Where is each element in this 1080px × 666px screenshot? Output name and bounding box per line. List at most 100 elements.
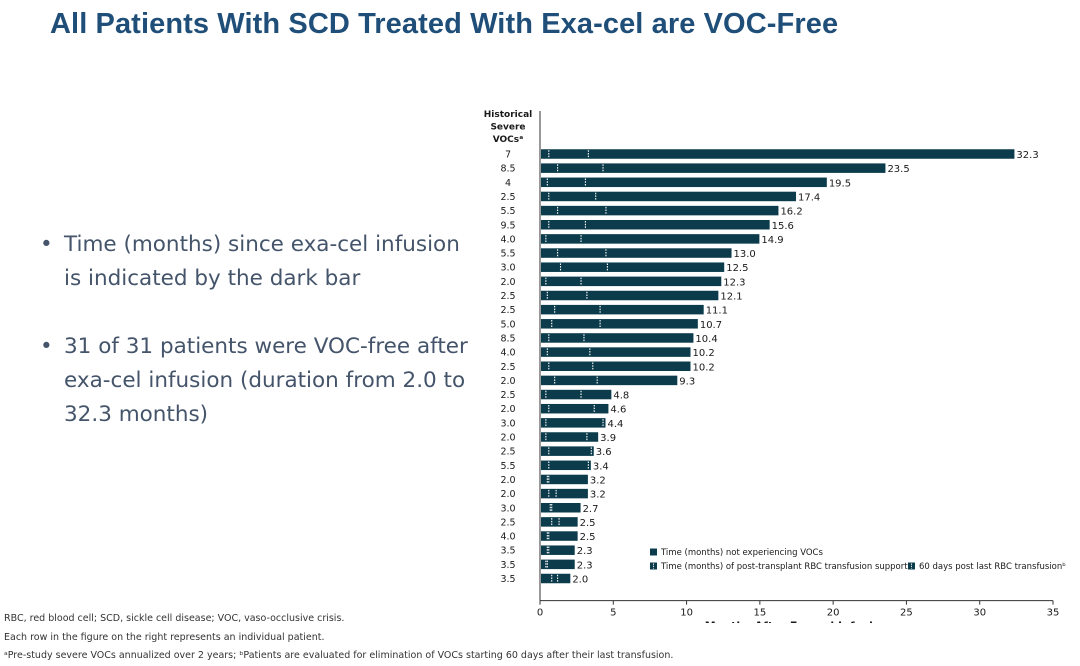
patient-bar <box>541 205 779 216</box>
bar-value-label: 3.6 <box>596 447 612 458</box>
row-header-label: Severe <box>490 123 525 133</box>
legend-swatch-bar <box>650 548 657 556</box>
patient-bar <box>541 375 678 386</box>
historical-voc-label: 2.5 <box>500 447 515 458</box>
historical-voc-label: 8.5 <box>500 164 515 175</box>
patient-bar <box>541 559 575 570</box>
historical-voc-label: 5.0 <box>500 319 515 330</box>
patient-bar <box>541 361 691 371</box>
patient-bar <box>541 220 770 230</box>
patient-bar <box>541 319 698 329</box>
bar-value-label: 2.5 <box>580 532 596 543</box>
historical-voc-label: 2.0 <box>500 277 515 288</box>
patient-bar <box>541 531 578 541</box>
x-tick-label: 10 <box>680 608 693 619</box>
x-tick-label: 20 <box>827 608 840 619</box>
bar-value-label: 10.7 <box>700 320 722 331</box>
patient-bar <box>541 488 588 499</box>
historical-voc-label: 3.0 <box>500 418 515 429</box>
legend-label-transfusion: Time (months) of post-transplant RBC tra… <box>660 562 908 572</box>
legend-label-voc-free: Time (months) not experiencing VOCs <box>660 548 823 558</box>
bullet-item: • 31 of 31 patients were VOC-free after … <box>40 330 480 432</box>
bar-value-label: 2.3 <box>577 546 593 557</box>
patient-bar <box>541 149 1015 159</box>
bar-value-label: 12.1 <box>720 292 742 303</box>
patient-bar <box>541 248 732 258</box>
bar-value-label: 3.2 <box>590 475 606 486</box>
footnotes: RBC, red blood cell; SCD, sickle cell di… <box>4 610 673 666</box>
patient-bar <box>541 304 704 315</box>
bar-value-label: 2.0 <box>572 575 588 586</box>
footnote-abbreviations: RBC, red blood cell; SCD, sickle cell di… <box>4 613 345 624</box>
legend-label-60-days: 60 days post last RBC transfusionᵇ <box>919 562 1066 572</box>
historical-voc-label: 9.5 <box>500 220 515 231</box>
patient-bar <box>541 290 719 301</box>
bar-value-label: 4.4 <box>607 419 623 430</box>
bullet-dot: • <box>40 232 53 257</box>
historical-voc-label: 4.0 <box>500 234 515 245</box>
footnote-rows: Each row in the figure on the right repr… <box>4 631 325 643</box>
page-title: All Patients With SCD Treated With Exa-c… <box>50 8 839 40</box>
bullet-item: • Time (months) since exa-cel infusion i… <box>40 228 480 296</box>
bar-value-label: 12.5 <box>726 263 748 274</box>
bar-value-label: 17.4 <box>798 192 820 203</box>
bar-value-label: 2.3 <box>577 560 593 571</box>
row-header-label: VOCsᵃ <box>493 135 524 145</box>
historical-voc-label: 2.5 <box>500 192 515 203</box>
x-tick-label: 30 <box>973 608 986 619</box>
row-header-label: Historical <box>484 110 532 120</box>
patient-bar <box>541 446 594 456</box>
patient-bar <box>541 573 571 584</box>
historical-voc-label: 4.0 <box>500 532 515 543</box>
bar-value-label: 16.2 <box>780 207 802 218</box>
bar-value-label: 3.2 <box>590 490 606 501</box>
historical-voc-label: 2.0 <box>500 489 515 500</box>
historical-voc-label: 5.5 <box>500 249 515 260</box>
bar-value-label: 32.3 <box>1016 150 1038 161</box>
bar-value-label: 2.5 <box>580 518 596 529</box>
patient-bar <box>541 460 591 471</box>
historical-voc-label: 7 <box>505 150 511 161</box>
x-tick-label: 35 <box>1047 608 1060 619</box>
bar-value-label: 3.4 <box>593 461 609 472</box>
bar-value-label: 10.2 <box>693 348 715 359</box>
patient-bar <box>541 191 797 202</box>
bar-value-label: 10.2 <box>693 362 715 373</box>
historical-voc-label: 3.0 <box>500 503 515 514</box>
historical-voc-label: 4.0 <box>500 348 515 359</box>
historical-voc-label: 2.5 <box>500 291 515 302</box>
bar-value-label: 11.1 <box>706 306 728 317</box>
historical-voc-label: 2.5 <box>500 517 515 528</box>
patient-bar <box>541 234 760 244</box>
x-tick-label: 0 <box>537 608 543 619</box>
patient-bar <box>541 347 691 357</box>
bar-value-label: 14.9 <box>761 235 783 246</box>
historical-voc-label: 2.5 <box>500 305 515 316</box>
patient-bar <box>541 418 606 428</box>
historical-voc-label: 8.5 <box>500 333 515 344</box>
bullet-text: 31 of 31 patients were VOC-free after ex… <box>64 334 468 427</box>
bar-value-label: 13.0 <box>734 249 756 260</box>
historical-voc-label: 2.5 <box>500 362 515 373</box>
bar-value-label: 4.6 <box>610 405 626 416</box>
x-tick-label: 15 <box>753 608 766 619</box>
patient-bar <box>541 474 588 485</box>
bar-value-label: 3.9 <box>600 433 616 444</box>
x-tick-label: 5 <box>610 608 616 619</box>
patient-bar <box>541 389 612 400</box>
historical-voc-label: 5.5 <box>500 461 515 472</box>
historical-voc-label: 3.0 <box>500 263 515 274</box>
bar-value-label: 9.3 <box>679 376 695 387</box>
bar-value-label: 15.6 <box>772 221 794 232</box>
historical-voc-label: 2.0 <box>500 433 515 444</box>
bar-value-label: 10.4 <box>695 334 717 345</box>
patient-bar <box>541 276 722 287</box>
historical-voc-label: 2.0 <box>500 404 515 415</box>
historical-voc-label: 2.5 <box>500 390 515 401</box>
voc-free-bar-chart: Historical Severe VOCsᵃ 7 32.3 8.5 23.5 4 19.5 2.… <box>484 110 1066 623</box>
bar-value-label: 4.8 <box>613 391 629 402</box>
patient-bar <box>541 262 725 272</box>
bar-value-label: 19.5 <box>829 178 851 189</box>
historical-voc-label: 3.5 <box>500 574 515 585</box>
bar-value-label: 12.3 <box>723 277 745 288</box>
